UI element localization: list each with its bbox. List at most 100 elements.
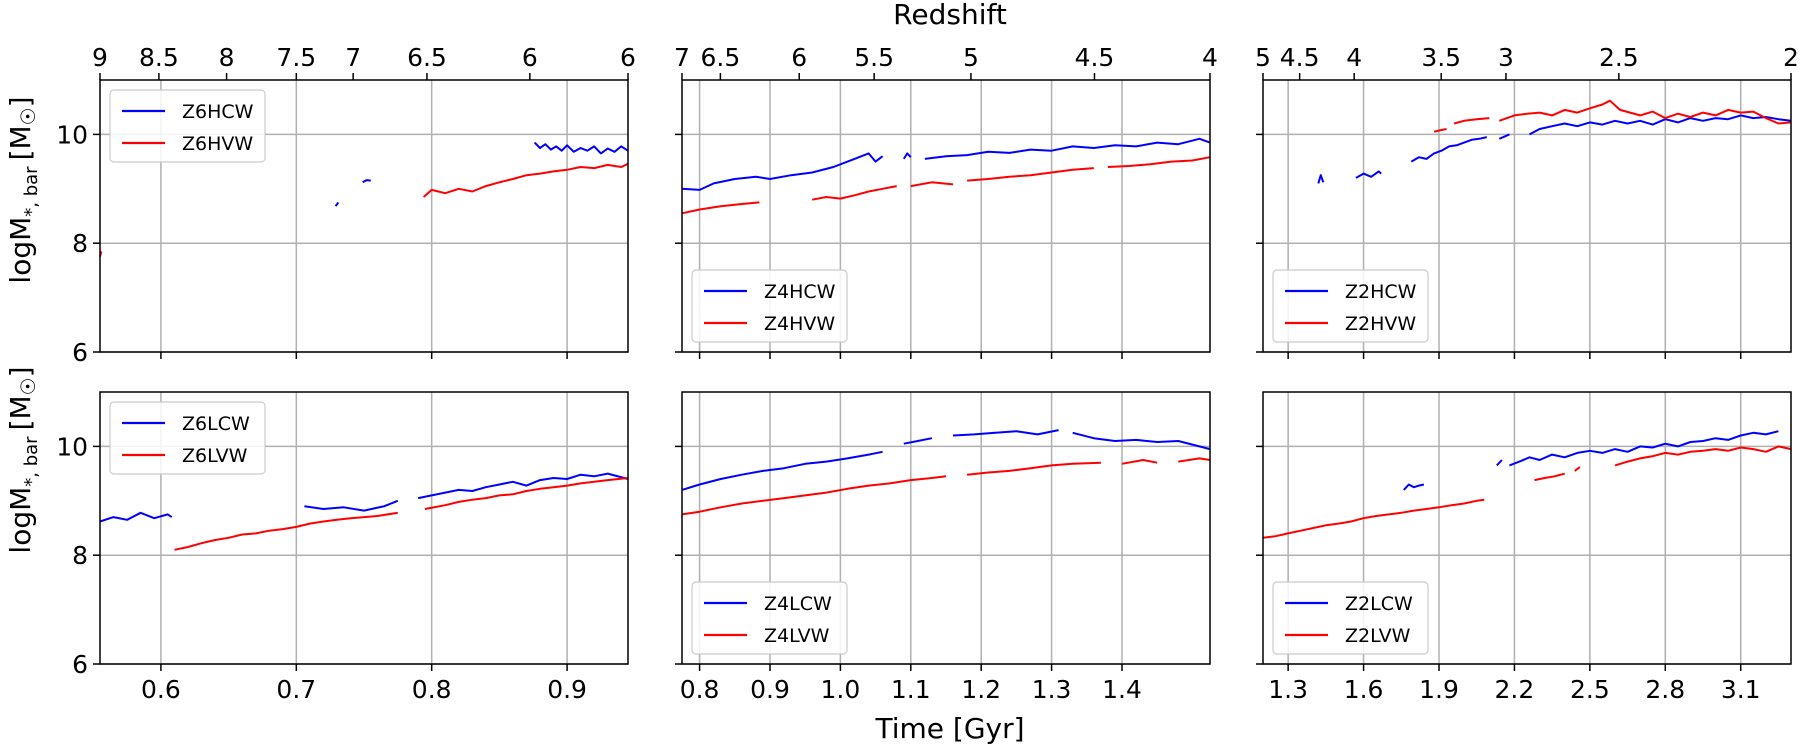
x-tick-label: 3.1	[1721, 675, 1761, 704]
series-line-Z4LCW	[1072, 431, 1211, 451]
series-line-Z2LVW	[1614, 445, 1792, 467]
x-tick-label: 1.3	[1268, 675, 1308, 704]
panels: 6 8 10 9 8.5 8 7.5 7 6.5 6 6 Z6HCW Z6HVW 7 6.5 6 5.5 5 4.5…	[56, 43, 1799, 704]
legend-label: Z6HVW	[182, 133, 253, 155]
top-tick-label: 3.5	[1421, 43, 1461, 72]
plot-frame	[1262, 391, 1792, 665]
top-tick-label: 4.5	[1075, 43, 1115, 72]
top-tick-label: 4	[1346, 43, 1362, 72]
top-tick-label: 2.5	[1599, 43, 1639, 72]
legend-label: Z2LVW	[1345, 625, 1411, 647]
legend: Z2HCW Z2HVW	[1272, 269, 1429, 343]
plot-frame	[681, 79, 1211, 353]
x-tick-label: 0.7	[276, 675, 316, 704]
legend-label: Z2LCW	[1345, 593, 1413, 615]
y-tick-label: 10	[56, 120, 88, 149]
series-line-Z2HCW	[1317, 174, 1325, 184]
series-line-Z6HCW	[362, 179, 371, 184]
y-tick-label: 8	[72, 229, 88, 258]
legend-label: Z4LVW	[764, 625, 830, 647]
legend: Z4HCW Z4HVW	[691, 269, 848, 343]
series-line-Z2LCW	[1496, 459, 1503, 467]
series-line-Z2HCW	[1410, 136, 1488, 163]
series-line-Z6LCW	[418, 472, 629, 500]
y-tick-label: 10	[56, 432, 88, 461]
y-tick-label: 8	[72, 541, 88, 570]
plot-frame	[681, 391, 1211, 665]
legend-label: Z6LCW	[182, 413, 250, 435]
panel-top-right: 5 4.5 4 3.5 3 2.5 2 Z2HCW Z2HVW	[1255, 43, 1799, 359]
top-tick-label: 6.5	[700, 43, 740, 72]
series-line-Z4LVW	[1178, 457, 1211, 463]
x-tick-label: 1.2	[961, 675, 1001, 704]
series-line-Z6LCW	[99, 511, 173, 523]
plot-frame	[99, 79, 629, 353]
top-tick-label: 7	[674, 43, 690, 72]
x-tick-label: 2.8	[1645, 675, 1685, 704]
y-tick-label: 6	[72, 338, 88, 367]
top-tick-label: 5	[1255, 43, 1271, 72]
series-line-Z4LCW	[952, 429, 1059, 437]
x-tick-label: 2.2	[1495, 675, 1535, 704]
panel-bottom-right: 1.3 1.6 1.9 2.2 2.5 2.8 3.1 Z2LCW Z2LVW	[1256, 391, 1792, 704]
series-line-Z4LCW	[903, 437, 933, 445]
series-line-Z4HCW	[681, 152, 884, 191]
top-tick-label: 6.5	[407, 43, 447, 72]
series-line-Z4HVW	[681, 201, 760, 215]
legend: Z4LCW Z4LVW	[691, 581, 848, 655]
top-tick-label: 8.5	[139, 43, 179, 72]
series-line-Z4LVW	[681, 475, 947, 516]
y-axis-title-bottom: logM*, bar[M☉]	[4, 366, 42, 553]
series-line-Z4LCW	[681, 450, 883, 491]
top-axis-title: Redshift	[893, 0, 1007, 31]
x-tick-label: 1.3	[1032, 675, 1072, 704]
x-tick-label: 0.9	[547, 675, 587, 704]
series-line-Z4HCW	[924, 137, 1211, 160]
series-line-Z2HCW	[1498, 133, 1510, 140]
y-tick-label: 6	[72, 650, 88, 679]
series-line-Z2HVW	[1453, 117, 1490, 125]
top-tick-label: 6	[791, 43, 807, 72]
series-line-Z6HCW	[533, 141, 629, 155]
top-tick-label: 4	[1202, 43, 1218, 72]
series-line-Z2LCW	[1403, 483, 1425, 491]
series-line-Z4HVW	[1107, 156, 1211, 168]
top-tick-label: 5	[963, 43, 979, 72]
legend-label: Z2HCW	[1345, 281, 1417, 303]
series-line-Z4HVW	[910, 181, 954, 188]
panel-top-left: 6 8 10 9 8.5 8 7.5 7 6.5 6 6 Z6HCW Z6HVW	[56, 43, 636, 367]
x-tick-label: 0.6	[141, 675, 181, 704]
x-tick-label: 1.4	[1102, 675, 1142, 704]
panel-bottom-left: 0.6 0.7 0.8 0.9 6 8 10 Z6LCW Z6LVW	[56, 391, 629, 704]
legend: Z6HCW Z6HVW	[109, 89, 266, 163]
plot-frame	[1262, 79, 1792, 353]
series-line-Z2HVW	[1498, 99, 1792, 125]
series-line-Z2HCW	[1355, 170, 1382, 179]
x-tick-label: 0.9	[750, 675, 790, 704]
top-tick-label: 6	[522, 43, 538, 72]
top-tick-label: 2	[1783, 43, 1799, 72]
x-tick-label: 2.5	[1570, 675, 1610, 704]
x-tick-label: 0.8	[412, 675, 452, 704]
series-line-Z2LCW	[1509, 430, 1779, 467]
panel-top-middle: 7 6.5 6 5.5 5 4.5 4 Z4HCW Z4HVW	[674, 43, 1218, 359]
panel-bottom-middle: 0.8 0.9 1.0 1.1 1.2 1.3 1.4 Z4LCW Z4LVW	[675, 391, 1211, 704]
series-line-Z6LVW	[174, 511, 398, 551]
x-tick-label: 1.0	[821, 675, 861, 704]
top-tick-label: 9	[92, 43, 108, 72]
series-line-Z4HVW	[812, 185, 897, 201]
series-line-Z2HCW	[1529, 114, 1792, 136]
plot-frame	[99, 391, 629, 665]
series-line-Z2LVW	[1534, 472, 1565, 482]
top-tick-label: 7.5	[276, 43, 316, 72]
series-line-Z6LCW	[304, 499, 399, 512]
x-tick-label: 1.6	[1344, 675, 1384, 704]
series-line-Z2LVW	[1574, 466, 1581, 472]
bottom-axis-title: Time [Gyr]	[874, 712, 1024, 745]
series-line-Z4LVW	[966, 461, 1101, 476]
legend-label: Z4HVW	[764, 313, 835, 335]
top-tick-label: 4.5	[1280, 43, 1320, 72]
legend-label: Z2HVW	[1345, 313, 1416, 335]
top-tick-label: 5.5	[854, 43, 894, 72]
